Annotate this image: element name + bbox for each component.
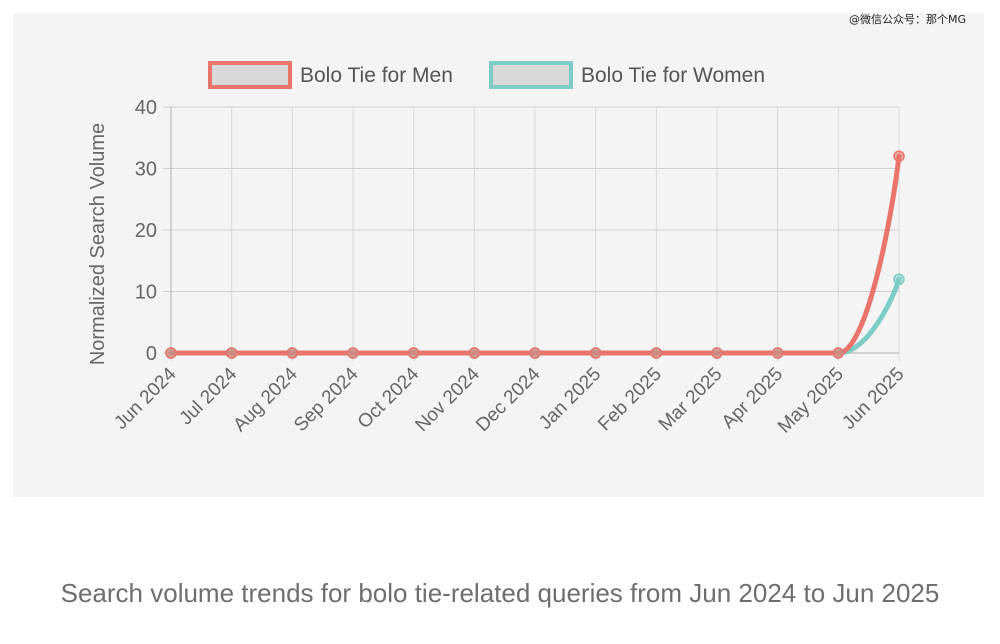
x-tick-label: Jan 2025 <box>535 364 605 434</box>
x-tick-label: Jun 2024 <box>110 363 180 433</box>
chart-panel: 0 10 20 30 40 Jun 2024 Jul 2024 Aug 2024 Sep 202… <box>13 13 984 497</box>
data-point <box>529 347 541 359</box>
legend: Bolo Tie for Men Bolo Tie for Women <box>208 61 765 89</box>
legend-swatch <box>208 61 292 89</box>
data-point <box>832 347 845 359</box>
legend-label: Bolo Tie for Men <box>300 64 453 87</box>
y-tick-label: 40 <box>135 97 157 119</box>
y-axis-label: Normalized Search Volume <box>87 123 109 365</box>
y-tick-label: 20 <box>135 220 157 242</box>
series-line <box>168 153 902 356</box>
y-tick-label: 0 <box>146 343 157 365</box>
legend-swatch <box>489 61 573 89</box>
x-tick-label: Nov 2024 <box>412 363 485 436</box>
x-tick-label: May 2025 <box>774 364 848 438</box>
x-tick-label: Feb 2025 <box>594 364 666 436</box>
grid <box>163 106 900 361</box>
data-point <box>711 347 723 359</box>
y-tick-label: 10 <box>135 282 157 304</box>
data-point <box>771 347 784 359</box>
y-tick-label: 30 <box>135 159 157 181</box>
x-tick-label: Mar 2025 <box>655 364 727 436</box>
data-points <box>165 150 905 359</box>
data-point <box>225 347 238 359</box>
data-point <box>468 347 481 359</box>
watermark: @微信公众号：那个MG <box>848 13 966 26</box>
x-tick-label: Jun 2025 <box>838 364 908 434</box>
data-point <box>347 347 359 359</box>
data-point <box>893 150 905 162</box>
x-tick-label: Aug 2024 <box>229 363 302 436</box>
x-tick-label: Dec 2024 <box>472 363 545 436</box>
data-point <box>407 347 420 359</box>
data-point <box>286 347 299 359</box>
chart-caption: Search volume trends for bolo tie-relate… <box>60 578 940 608</box>
data-point <box>165 347 177 359</box>
data-point <box>650 347 663 359</box>
legend-label: Bolo Tie for Women <box>581 64 765 87</box>
x-tick-label: Sep 2024 <box>290 363 363 436</box>
data-point <box>589 347 602 359</box>
data-point <box>893 273 905 285</box>
